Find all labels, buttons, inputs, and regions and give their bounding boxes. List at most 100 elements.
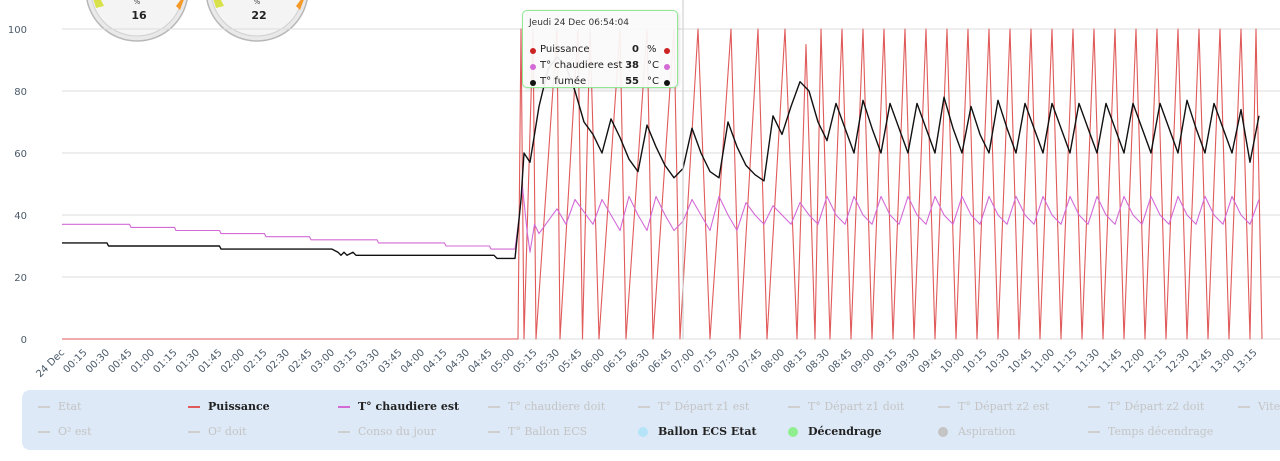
legend-label: Etat xyxy=(58,400,82,413)
gauge-1-value: 16 xyxy=(131,9,147,22)
gauge-1-unit: % xyxy=(134,0,141,6)
series-line-2 xyxy=(62,186,1260,253)
tooltip-series-unit: °C xyxy=(647,60,659,71)
x-tick-label: 03:30 xyxy=(354,347,382,375)
legend-label: T° Départ z2 est xyxy=(958,400,1050,413)
x-tick-label: 00:15 xyxy=(61,347,89,375)
tooltip-series-value: 55 xyxy=(625,76,639,87)
x-tick-label: 12:30 xyxy=(1164,347,1192,375)
x-tick-label: 09:00 xyxy=(849,347,877,375)
gauge-2: % 22 xyxy=(206,0,308,42)
x-tick-label: 12:15 xyxy=(1141,347,1169,375)
legend-label: T° Départ z1 est xyxy=(658,400,750,413)
x-tick-label: 01:00 xyxy=(129,347,157,375)
x-tick-label: 09:30 xyxy=(894,347,922,375)
tooltip-dot-icon xyxy=(530,48,536,54)
tooltip-row-puissance: Puissance 0 % xyxy=(523,44,679,58)
x-tick-label: 03:45 xyxy=(376,347,404,375)
x-tick-label: 13:00 xyxy=(1209,347,1237,375)
x-tick-label: 12:45 xyxy=(1186,347,1214,375)
y-tick-label: 0 xyxy=(21,335,27,346)
legend-line-icon xyxy=(1088,406,1100,408)
legend-line-icon xyxy=(38,406,50,408)
x-tick-label: 10:15 xyxy=(961,347,989,375)
legend-label: T° chaudiere est xyxy=(358,400,460,413)
x-tick-label: 01:15 xyxy=(151,347,179,375)
legend-label: Aspiration xyxy=(958,425,1016,438)
legend-label: Conso du jour xyxy=(358,425,436,438)
x-tick-label: 12:00 xyxy=(1119,347,1147,375)
legend-label: O² est xyxy=(58,425,92,438)
x-tick-label: 10:30 xyxy=(984,347,1012,375)
y-axis: 0 20 40 60 80 100 xyxy=(8,25,27,346)
tooltip-series-value: 0 xyxy=(632,44,639,55)
y-tick-label: 40 xyxy=(14,211,27,222)
x-tick-label: 04:15 xyxy=(421,347,449,375)
legend-line-icon xyxy=(788,406,800,408)
legend-line-icon xyxy=(938,406,950,408)
legend-label: Temps décendrage xyxy=(1108,425,1214,438)
x-tick-label: 05:30 xyxy=(534,347,562,375)
gauge-2-value: 22 xyxy=(251,9,266,22)
legend-line-icon xyxy=(338,406,350,408)
x-tick-label: 05:45 xyxy=(556,347,584,375)
tooltip-dot-icon xyxy=(530,64,536,70)
legend-line-icon xyxy=(488,431,500,433)
x-tick-label: 11:00 xyxy=(1029,347,1057,375)
legend-label: O² doit xyxy=(208,425,247,438)
x-tick-label: 07:15 xyxy=(691,347,719,375)
legend-line-icon xyxy=(188,431,200,433)
legend-label: Vitess xyxy=(1258,400,1280,413)
x-tick-label: 08:15 xyxy=(781,347,809,375)
x-tick-label: 08:00 xyxy=(759,347,787,375)
x-tick-label: 06:00 xyxy=(579,347,607,375)
x-tick-label: 01:45 xyxy=(196,347,224,375)
tooltip-series-unit: % xyxy=(647,44,657,55)
x-tick-label: 00:45 xyxy=(106,347,134,375)
x-tick-label: 24 Dec xyxy=(34,347,67,380)
x-tick-label: 02:00 xyxy=(219,347,247,375)
tooltip-dot-icon xyxy=(530,80,536,86)
y-tick-label: 80 xyxy=(14,87,27,98)
legend-label: T° Ballon ECS xyxy=(508,425,588,438)
x-tick-label: 13:15 xyxy=(1231,347,1259,375)
x-tick-label: 05:15 xyxy=(511,347,539,375)
legend-label: T° chaudiere doit xyxy=(508,400,606,413)
tooltip-row-chaudiere: T° chaudiere est 38 °C xyxy=(523,60,679,74)
x-tick-label: 06:45 xyxy=(646,347,674,375)
tooltip-dot-icon xyxy=(664,48,670,54)
legend-label: Ballon ECS Etat xyxy=(658,425,757,438)
x-tick-label: 08:45 xyxy=(826,347,854,375)
legend-label: Décendrage xyxy=(808,425,882,438)
legend: Etat Puissance T° chaudiere est T° chaudier… xyxy=(22,390,1280,450)
x-tick-label: 07:45 xyxy=(736,347,764,375)
x-tick-label: 06:15 xyxy=(601,347,629,375)
legend-label: T° Départ z1 doit xyxy=(808,400,905,413)
gauge-1: % 16 xyxy=(86,0,188,42)
legend-line-icon xyxy=(638,406,650,408)
x-tick-label: 10:45 xyxy=(1006,347,1034,375)
x-tick-label: 04:30 xyxy=(444,347,472,375)
series-line-3 xyxy=(62,56,1260,260)
x-tick-label: 11:15 xyxy=(1051,347,1079,375)
tooltip-series-name: Puissance xyxy=(540,44,590,55)
x-axis: 24 Dec00:1500:3000:4501:0001:1501:3001:4… xyxy=(34,347,1259,380)
legend-line-icon xyxy=(1088,431,1100,433)
tooltip-series-name: T° fumée xyxy=(540,76,587,87)
x-tick-label: 06:30 xyxy=(624,347,652,375)
legend-label: Puissance xyxy=(208,400,270,413)
legend-label: T° Départ z2 doit xyxy=(1108,400,1205,413)
x-tick-label: 04:00 xyxy=(399,347,427,375)
tooltip: Jeudi 24 Dec 06:54:04 Puissance 0 % T° c… xyxy=(522,10,678,88)
x-tick-label: 02:45 xyxy=(286,347,314,375)
x-tick-label: 10:00 xyxy=(939,347,967,375)
x-tick-label: 03:15 xyxy=(331,347,359,375)
tooltip-series-name: T° chaudiere est xyxy=(540,60,623,71)
tooltip-series-value: 38 xyxy=(625,60,639,71)
y-tick-label: 100 xyxy=(8,25,27,36)
tooltip-row-fumee: T° fumée 55 °C xyxy=(523,76,679,90)
x-tick-label: 11:30 xyxy=(1074,347,1102,375)
x-tick-label: 05:00 xyxy=(489,347,517,375)
tooltip-header: Jeudi 24 Dec 06:54:04 xyxy=(529,18,629,28)
tooltip-series-unit: °C xyxy=(647,76,659,87)
